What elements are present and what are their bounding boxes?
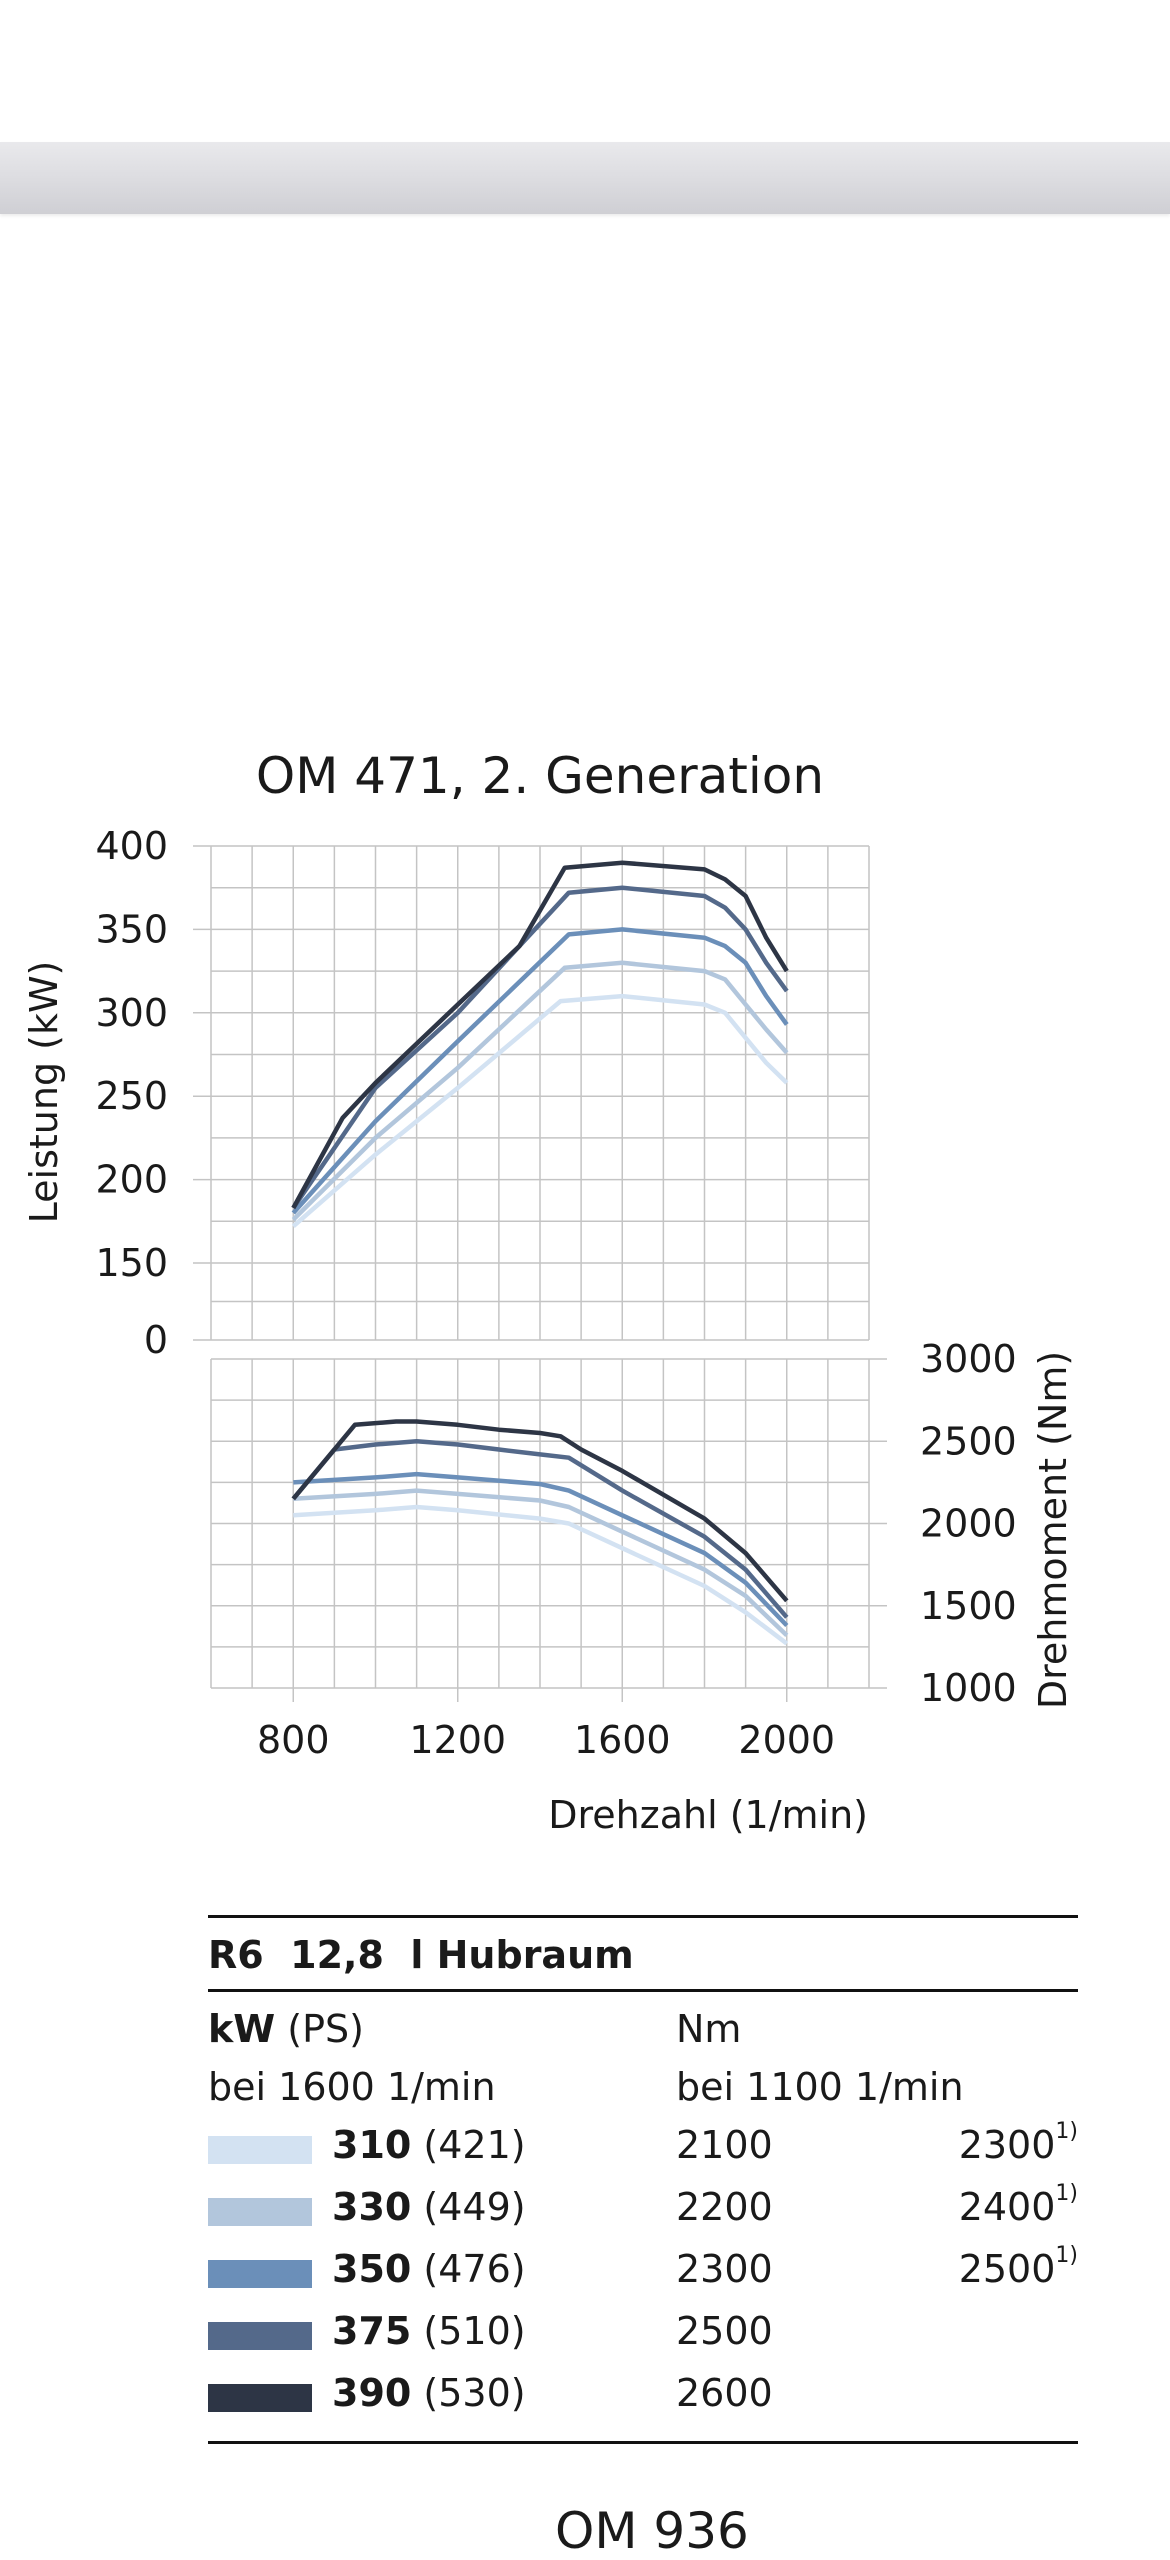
y-tick-label-torque: 2000 xyxy=(920,1502,1017,1546)
legend-swatch xyxy=(208,2384,312,2412)
legend-swatch xyxy=(208,2136,312,2164)
legend-torque-value: 2600 xyxy=(676,2371,773,2415)
legend-torque-alt-value: 25001) xyxy=(958,2243,1078,2291)
power-line-310 xyxy=(291,993,789,1228)
legend-power-condition: bei 1600 1/min xyxy=(208,2065,496,2109)
legend-engine-title: R6 12,8 l Hubraum xyxy=(208,1933,634,1977)
next-section-title: OM 936 xyxy=(555,2502,749,2560)
x-tick-label: 1600 xyxy=(574,1718,671,1762)
legend-kw-value: 375 xyxy=(332,2309,412,2353)
legend-torque-alt-value: 24001) xyxy=(958,2181,1078,2229)
power-line-350 xyxy=(291,927,789,1215)
y-tick-label-power: 200 xyxy=(95,1158,168,1202)
legend-torque-alt-number: 2500 xyxy=(958,2247,1056,2291)
power-line-375 xyxy=(291,885,789,1210)
legend-ps-value: (449) xyxy=(411,2185,526,2229)
y-tick-label-torque: 3000 xyxy=(920,1337,1017,1381)
chart-title: OM 471, 2. Generation xyxy=(256,747,824,805)
power-torque-chart: OM 471, 2. Generation 400 350 300 250 200 150… xyxy=(22,747,1075,1837)
legend-ps-unit: (PS) xyxy=(275,2007,364,2051)
legend-torque-alt-value: 23001) xyxy=(958,2119,1078,2167)
y-tick-label-power: 300 xyxy=(95,991,168,1035)
torque-line-375 xyxy=(291,1439,789,1619)
legend-swatch xyxy=(208,2322,312,2350)
legend-ps-value: (510) xyxy=(411,2309,526,2353)
legend-kw-value: 390 xyxy=(332,2371,412,2415)
x-tick-label: 800 xyxy=(257,1718,330,1762)
legend-bottom-rule xyxy=(208,2441,1078,2444)
y-tick-label-torque: 1000 xyxy=(920,1666,1017,1710)
legend-kw-value: 310 xyxy=(332,2123,412,2167)
y-tick-label-torque: 2500 xyxy=(920,1419,1017,1463)
legend-ps-value: (476) xyxy=(411,2247,526,2291)
x-axis-label: Drehzahl (1/min) xyxy=(548,1793,868,1837)
legend-torque-value: 2100 xyxy=(676,2123,773,2167)
legend-power-value: 330 (449) xyxy=(332,2185,526,2229)
legend-torque-alt-number: 2400 xyxy=(958,2185,1056,2229)
legend-header-rule xyxy=(208,1989,1078,1992)
legend-kw-value: 330 xyxy=(332,2185,412,2229)
legend-top-rule xyxy=(208,1915,1078,1918)
legend-torque-value: 2200 xyxy=(676,2185,773,2229)
torque-line-310 xyxy=(293,1504,789,1646)
legend-power-value: 310 (421) xyxy=(332,2123,526,2167)
torque-line-350 xyxy=(293,1471,789,1628)
y-axis-label-power: Leistung (kW) xyxy=(22,961,66,1224)
legend-kw-value: 350 xyxy=(332,2247,412,2291)
x-tick-label: 2000 xyxy=(738,1718,835,1762)
y-tick-label-power: 350 xyxy=(95,907,168,951)
footnote-marker: 1) xyxy=(1055,2181,1078,2206)
legend-ps-value: (421) xyxy=(411,2123,526,2167)
legend-torque-value: 2300 xyxy=(676,2247,773,2291)
power-line-330 xyxy=(291,960,789,1222)
legend-torque-header: Nm xyxy=(676,2007,742,2051)
legend-power-value: 390 (530) xyxy=(332,2371,526,2415)
y-tick-label-power: 150 xyxy=(95,1241,168,1285)
legend-torque-condition: bei 1100 1/min xyxy=(676,2065,964,2109)
y-tick-label-torque: 1500 xyxy=(920,1584,1017,1628)
legend-power-header: kW (PS) xyxy=(208,2007,364,2051)
x-tick-label: 1200 xyxy=(409,1718,506,1762)
torque-line-330 xyxy=(293,1488,789,1638)
torque-line-390 xyxy=(291,1419,789,1603)
legend-power-value: 350 (476) xyxy=(332,2247,526,2291)
footnote-marker: 1) xyxy=(1055,2119,1078,2144)
legend-swatch xyxy=(208,2260,312,2288)
y-tick-label-power: 250 xyxy=(95,1074,168,1118)
power-line-390 xyxy=(291,860,789,1210)
y-tick-label-power: 400 xyxy=(95,824,168,868)
top-toolbar xyxy=(0,142,1170,214)
legend-torque-alt-number: 2300 xyxy=(958,2123,1056,2167)
y-axis-label-torque: Drehmoment (Nm) xyxy=(1031,1351,1075,1709)
legend-power-value: 375 (510) xyxy=(332,2309,526,2353)
legend-torque-value: 2500 xyxy=(676,2309,773,2353)
legend-swatch xyxy=(208,2198,312,2226)
y-tick-label-power: 0 xyxy=(144,1318,168,1362)
legend-ps-value: (530) xyxy=(411,2371,526,2415)
footnote-marker: 1) xyxy=(1055,2243,1078,2268)
legend-kw-unit: kW xyxy=(208,2007,276,2051)
